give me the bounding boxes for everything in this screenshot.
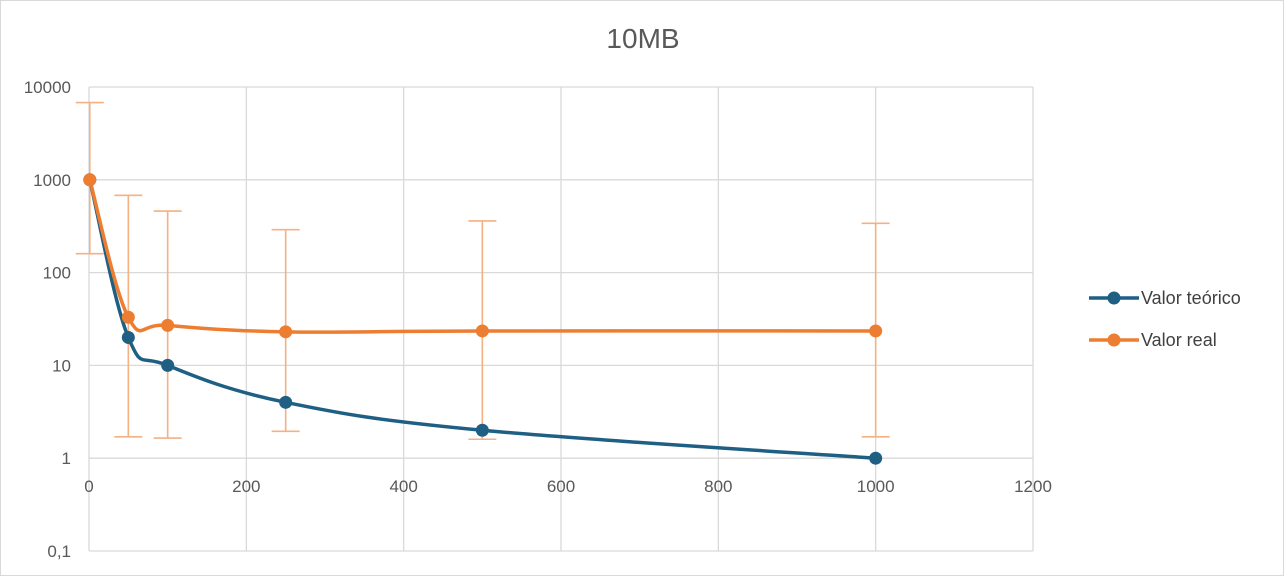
x-tick-label: 0: [84, 477, 93, 496]
legend: Valor teórico Valor real: [1089, 288, 1241, 350]
data-point: [475, 423, 489, 437]
error-bars-layer: [75, 101, 890, 441]
series-points-layer: [83, 173, 883, 465]
y-tick-label: 1000: [33, 171, 71, 190]
data-point: [121, 330, 135, 344]
data-point: [475, 324, 489, 338]
data-point: [279, 325, 293, 339]
x-tick-label: 1000: [857, 477, 895, 496]
data-point: [161, 318, 175, 332]
data-point: [121, 310, 135, 324]
x-tick-label: 600: [547, 477, 575, 496]
data-point: [161, 358, 175, 372]
x-tick-label: 1200: [1014, 477, 1052, 496]
legend-label-0: Valor teórico: [1141, 288, 1241, 308]
data-point: [279, 395, 293, 409]
y-tick-label: 10: [52, 356, 71, 375]
tick-labels-layer: 0,1 1 10 100 1000 10000 0 200 400 600 800 1000 1200: [24, 78, 1052, 561]
x-tick-label: 400: [389, 477, 417, 496]
data-point: [83, 173, 97, 187]
x-tick-label: 200: [232, 477, 260, 496]
y-tick-label: 1: [62, 449, 71, 468]
grid-layer: [88, 86, 1034, 552]
y-tick-label: 0,1: [47, 542, 71, 561]
legend-marker-1: [1107, 333, 1121, 347]
legend-marker-0: [1107, 291, 1121, 305]
y-tick-label: 10000: [24, 78, 71, 97]
data-point: [869, 324, 883, 338]
legend-label-1: Valor real: [1141, 330, 1217, 350]
data-point: [869, 451, 883, 465]
chart-title: 10MB: [606, 23, 680, 54]
y-tick-label: 100: [43, 264, 71, 283]
x-tick-label: 800: [704, 477, 732, 496]
